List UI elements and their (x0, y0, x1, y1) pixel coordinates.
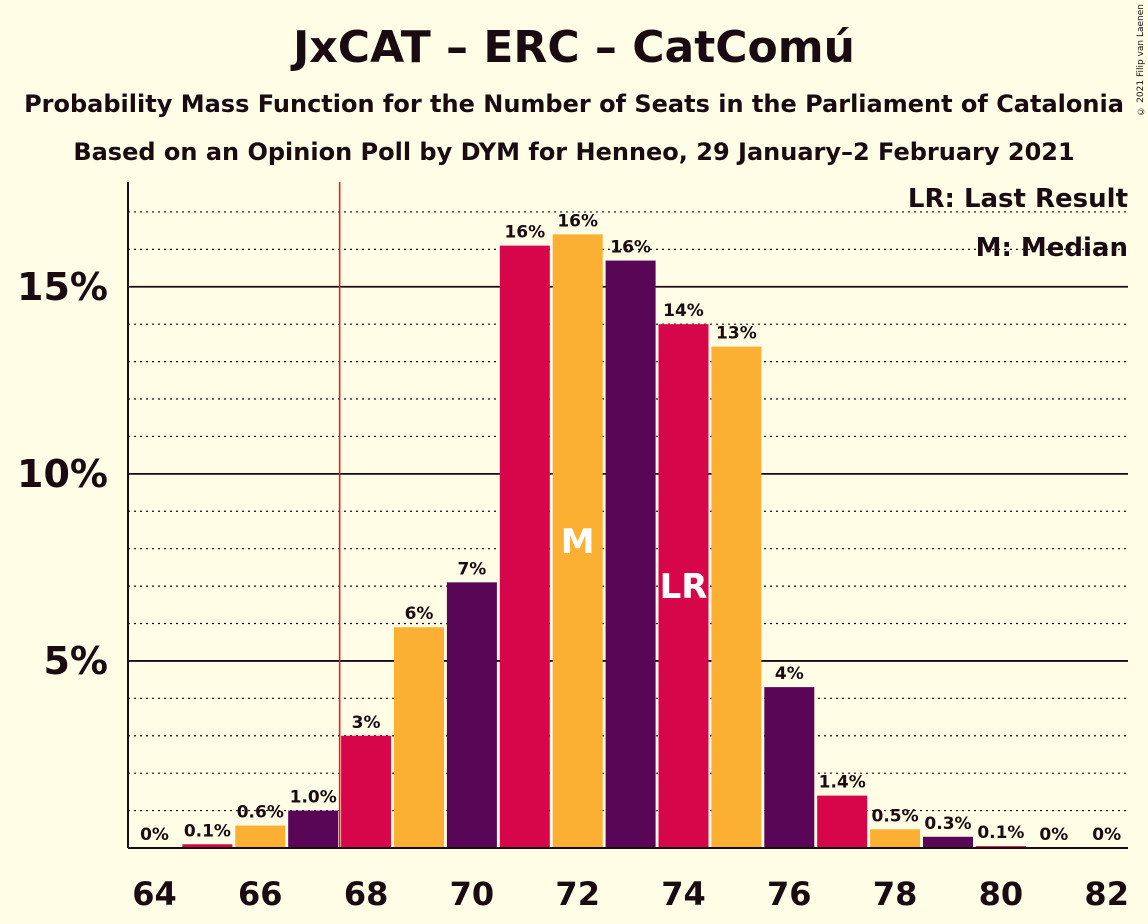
y-tick-label: 5% (43, 639, 108, 683)
chart-subtitle-poll: Based on an Opinion Poll by DYM for Henn… (73, 138, 1075, 166)
bar-71 (499, 245, 550, 848)
x-tick-label: 78 (873, 875, 918, 913)
bar-70 (446, 582, 497, 848)
bar-68 (341, 735, 392, 848)
bar-label-68: 3% (352, 713, 381, 733)
x-tick-label: 82 (1084, 875, 1129, 913)
legend-median: M: Median (975, 233, 1128, 263)
bar-label-81: 0% (1039, 825, 1068, 845)
bar-74 (658, 324, 709, 848)
x-tick-label: 72 (555, 875, 600, 913)
bar-label-80: 0.1% (977, 823, 1024, 843)
bar-69 (394, 627, 444, 848)
bar-77 (817, 795, 868, 848)
y-tick-label: 10% (17, 452, 108, 496)
x-tick-label: 80 (979, 875, 1024, 913)
bar-66 (235, 825, 286, 848)
bar-label-69: 6% (405, 604, 434, 624)
legend-last-result: LR: Last Result (907, 184, 1128, 214)
chart-title: JxCAT – ERC – CatComú (293, 22, 855, 73)
bar-79 (923, 836, 973, 848)
bar-72 (552, 234, 603, 848)
bar-label-78: 0.5% (872, 806, 919, 826)
x-tick-label: 68 (344, 875, 389, 913)
chart-subtitle: Probability Mass Function for the Number… (24, 90, 1124, 118)
bar-label-65: 0.1% (184, 821, 231, 841)
bar-label-66: 0.6% (237, 803, 284, 823)
median-marker: M (561, 522, 595, 562)
x-tick-label: 76 (767, 875, 812, 913)
bar-label-72: 16% (557, 211, 598, 231)
bar-label-79: 0.3% (924, 814, 971, 834)
x-tick-label: 64 (132, 875, 177, 913)
bar-73 (605, 260, 656, 849)
bar-78 (870, 829, 921, 848)
bar-label-82: 0% (1092, 825, 1121, 845)
last-result-marker: LR (660, 567, 708, 607)
x-tick-label: 74 (661, 875, 706, 913)
bar-label-74: 14% (663, 301, 704, 321)
bar-label-67: 1.0% (290, 788, 337, 808)
x-tick-label: 66 (238, 875, 283, 913)
bar-label-73: 16% (610, 238, 651, 258)
x-tick-label: 70 (450, 875, 495, 913)
bar-75 (711, 346, 762, 848)
bar-76 (764, 687, 815, 848)
bar-label-64: 0% (140, 825, 169, 845)
y-tick-label: 15% (17, 265, 108, 309)
bar-label-71: 16% (504, 223, 545, 243)
bar-65 (182, 844, 233, 848)
bar-label-70: 7% (457, 559, 486, 579)
bar-label-75: 13% (716, 324, 757, 344)
bar-label-76: 4% (775, 664, 804, 684)
bar-67 (288, 810, 339, 848)
bar-label-77: 1.4% (819, 773, 866, 793)
